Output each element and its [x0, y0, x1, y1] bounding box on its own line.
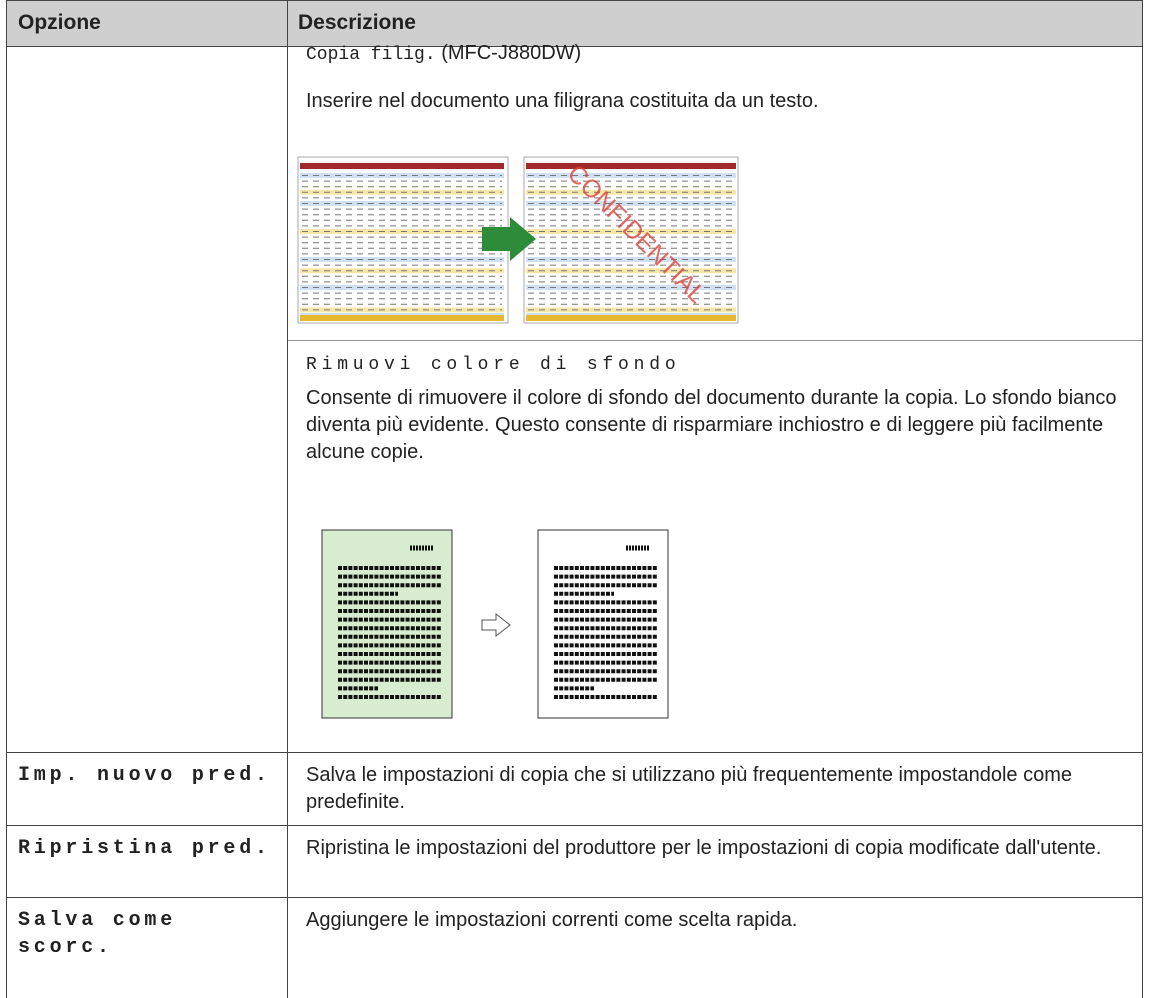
border: [6, 752, 1142, 753]
decoration: [300, 163, 504, 169]
setting: Rimuovi colore di sfondo: [306, 355, 681, 375]
arrow: [481, 612, 511, 638]
header-cell: Opzione: [18, 11, 101, 34]
description: Salva le impostazioni di copia che si ut…: [306, 764, 1072, 813]
decoration: [526, 163, 736, 169]
arrow: [482, 217, 536, 261]
option: Ripristina pred.: [18, 837, 271, 860]
watermark-illustration: CONFIDENTIAL: [297, 156, 739, 324]
paragraph: Consente di rimuovere il colore di sfond…: [306, 387, 1117, 463]
description: Aggiungere le impostazioni correnti come…: [306, 909, 798, 931]
paragraph: Inserire nel documento una filigrana cos…: [306, 90, 819, 112]
border: [6, 897, 1142, 898]
option: Salva come scorc.: [18, 909, 177, 959]
border: [287, 340, 1142, 341]
border: [6, 0, 7, 998]
decoration: [526, 315, 736, 321]
option: Imp. nuovo pred.: [18, 764, 271, 787]
header-cell: Descrizione: [298, 11, 416, 34]
border: [287, 0, 288, 998]
background-illustration: [321, 529, 669, 719]
border: [6, 0, 1142, 1]
border: [6, 46, 1142, 47]
border: [6, 825, 1142, 826]
border: [1142, 0, 1143, 998]
header-bg: [6, 0, 1142, 46]
decoration: [300, 315, 504, 321]
setting: Copia filig.: [306, 45, 436, 65]
setting-line: Copia filig. (MFC-J880DW): [306, 40, 1146, 69]
description: Ripristina le impostazioni del produttor…: [306, 837, 1102, 859]
note: (MFC-J880DW): [441, 42, 582, 64]
